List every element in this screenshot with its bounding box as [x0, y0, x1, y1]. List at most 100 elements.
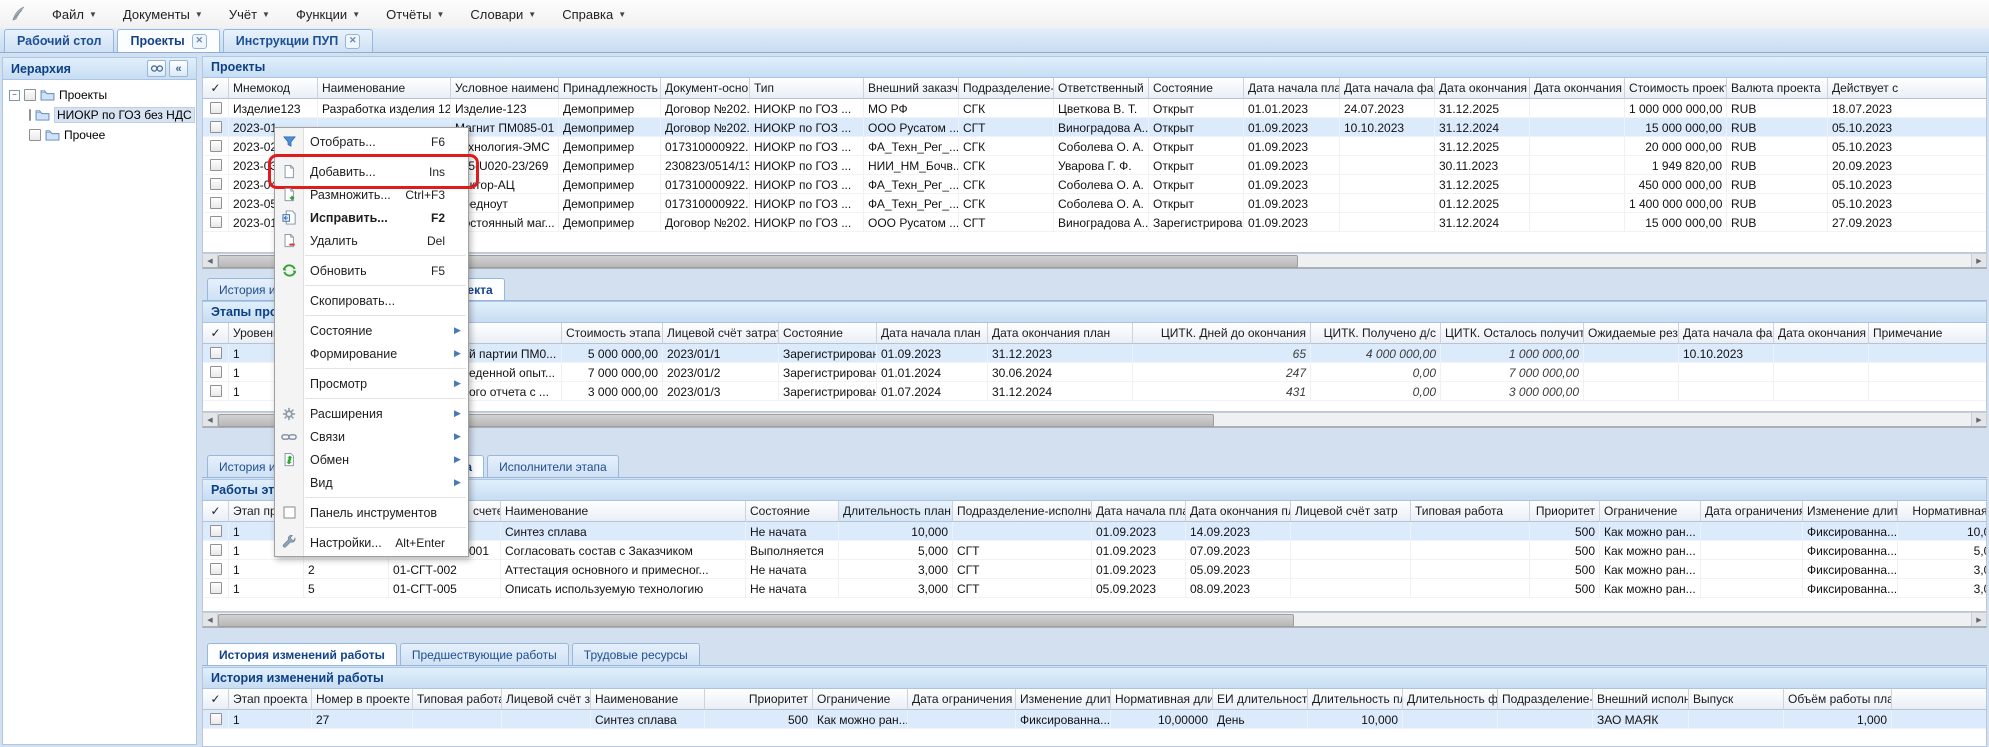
column-header[interactable]: Документ-основан	[661, 78, 750, 99]
stages-hscrollbar[interactable]: ◀ ▶	[202, 412, 1987, 428]
tab-исполнители-этапа[interactable]: Исполнители этапа	[487, 455, 619, 477]
column-header[interactable]: Длительность пла	[1308, 689, 1403, 710]
row-checkbox[interactable]	[209, 544, 222, 556]
column-header[interactable]: Лицевой счёт затр	[1291, 501, 1411, 522]
menu-item-просмотр[interactable]: Просмотр ▶	[275, 372, 468, 395]
column-header[interactable]: ЦИТК. Осталось получить д/с	[1441, 323, 1584, 344]
column-header[interactable]: Приоритет	[705, 689, 813, 710]
column-header[interactable]: Состояние	[779, 323, 877, 344]
column-header[interactable]: Принадлежность	[559, 78, 661, 99]
tab-предшествующие-работы[interactable]: Предшествующие работы	[399, 643, 569, 665]
column-header[interactable]: Состояние	[746, 501, 839, 522]
column-header[interactable]: Изменение длител	[1016, 689, 1111, 710]
table-row[interactable]: 1 27 Синтез сплава 500 Как можно ран... Фикси…	[203, 710, 1986, 729]
close-icon[interactable]: ✕	[191, 33, 207, 49]
tab-трудовые-ресурсы[interactable]: Трудовые ресурсы	[571, 643, 700, 665]
column-header[interactable]: Валюта проекта	[1727, 78, 1828, 99]
column-header[interactable]: Наименование	[501, 501, 746, 522]
column-header[interactable]: Подразделение-исполнитель..	[953, 501, 1092, 522]
column-header[interactable]: Стоимость проекта	[1625, 78, 1727, 99]
column-header[interactable]: Дата начала план.	[1092, 501, 1186, 522]
menu-item-размножить[interactable]: Размножить... Ctrl+F3	[275, 183, 468, 206]
column-header[interactable]: Дата окончания план	[988, 323, 1133, 344]
row-checkbox[interactable]	[209, 582, 222, 594]
menu-item-настройки[interactable]: Настройки... Alt+Enter	[275, 531, 468, 554]
menu-item-обмен[interactable]: Обмен ▶	[275, 448, 468, 471]
tab-проекты[interactable]: Проекты ✕	[117, 29, 220, 52]
table-row[interactable]: 1 еденной опыт... 7 000 000,00 2023/01/2 Зар…	[203, 363, 1986, 382]
scroll-right-icon[interactable]: ▶	[1971, 413, 1986, 426]
column-header[interactable]: ЕИ длительности	[1213, 689, 1308, 710]
menubar-item-отчёты[interactable]: Отчёты ▼	[386, 6, 445, 22]
row-checkbox[interactable]	[209, 197, 222, 209]
checkbox[interactable]	[29, 109, 31, 121]
column-header[interactable]: Дата окончания ф	[1530, 78, 1625, 99]
row-checkbox[interactable]	[209, 563, 222, 575]
search-icon[interactable]	[147, 60, 166, 77]
menu-item-удалить[interactable]: Удалить Del	[275, 229, 468, 252]
checkbox[interactable]	[24, 89, 36, 101]
column-header[interactable]: Дата начала факт.	[1340, 78, 1435, 99]
scroll-right-icon[interactable]: ▶	[1971, 613, 1986, 626]
scroll-thumb[interactable]	[218, 614, 1294, 627]
column-header[interactable]: ЦИТК. Дней до окончания	[1133, 323, 1311, 344]
row-checkbox[interactable]	[209, 178, 222, 190]
tab-история-изменений-работы[interactable]: История изменений работы	[207, 643, 397, 665]
works-hscrollbar[interactable]: ◀ ▶	[202, 612, 1987, 628]
menubar-item-учёт[interactable]: Учёт ▼	[228, 6, 270, 22]
column-header[interactable]: Внешний исполни	[1593, 689, 1689, 710]
table-row[interactable]: Изделие123 Разработка изделия 123 Изделие-…	[203, 99, 1986, 118]
column-header[interactable]: Дата ограничения	[1701, 501, 1803, 522]
table-row[interactable]: 1 Синтез сплава Не начата 10,000 01.09.2023 1…	[203, 522, 1986, 541]
column-header[interactable]: Стоимость этапа	[562, 323, 663, 344]
tree-item-ниокр-по-гоз-без-ндс[interactable]: НИОКР по ГОЗ без НДС	[5, 105, 195, 125]
table-row[interactable]: 2023-05 Дредноут Демопример 017310000922...…	[203, 194, 1986, 213]
column-header[interactable]: Дата начала план.	[1244, 78, 1340, 99]
menubar-item-справка[interactable]: Справка ▼	[562, 6, 627, 22]
column-header[interactable]: Объём работы пла	[1784, 689, 1892, 710]
select-all-column-header[interactable]: ✓	[203, 501, 229, 522]
scroll-left-icon[interactable]: ◀	[203, 413, 218, 426]
table-row[interactable]: 2023-03 905-U020-23/269 Демопример 230823/0…	[203, 156, 1986, 175]
table-row[interactable]: 1 5 01-СГТ-005 Описать используемую техноло…	[203, 579, 1986, 598]
menubar-item-словари[interactable]: Словари ▼	[470, 6, 537, 22]
menu-item-состояние[interactable]: Состояние ▶	[275, 319, 468, 342]
scroll-right-icon[interactable]: ▶	[1971, 254, 1986, 267]
scroll-left-icon[interactable]: ◀	[203, 613, 218, 626]
column-header[interactable]: Дата окончания план.	[1186, 501, 1291, 522]
select-all-column-header[interactable]: ✓	[203, 323, 229, 344]
menu-item-формирование[interactable]: Формирование ▶	[275, 342, 468, 365]
select-all-column-header[interactable]: ✓	[203, 689, 229, 710]
column-header[interactable]: Типовая работа	[1411, 501, 1530, 522]
column-header[interactable]: Нормативная длит	[1111, 689, 1213, 710]
column-header[interactable]: Приоритет	[1530, 501, 1600, 522]
column-header[interactable]: ЦИТК. Получено д/с	[1311, 323, 1441, 344]
column-header[interactable]: Дата начала план	[877, 323, 988, 344]
row-checkbox[interactable]	[209, 102, 222, 114]
column-header[interactable]: Дата начала факт	[1679, 323, 1774, 344]
menu-item-исправить[interactable]: Исправить... F2	[275, 206, 468, 229]
row-checkbox[interactable]	[209, 347, 222, 359]
column-header[interactable]: Типовая работа	[413, 689, 502, 710]
collapse-panel-icon[interactable]: «	[169, 60, 188, 77]
column-header[interactable]: Тип	[750, 78, 864, 99]
column-header[interactable]: Внешний заказчик	[864, 78, 959, 99]
checkbox[interactable]	[29, 129, 41, 141]
column-header[interactable]: Подразделение-ис	[1498, 689, 1593, 710]
row-checkbox[interactable]	[209, 385, 222, 397]
menu-item-обновить[interactable]: Обновить F5	[275, 259, 468, 282]
menu-item-вид[interactable]: Вид ▶	[275, 471, 468, 494]
tree-item-проекты[interactable]: − Проекты	[5, 85, 194, 105]
row-checkbox[interactable]	[209, 140, 222, 152]
column-header[interactable]: Ограничение	[813, 689, 908, 710]
tab-инструкции-пуп[interactable]: Инструкции ПУП ✕	[222, 29, 374, 52]
column-header[interactable]: Подразделение-от	[959, 78, 1054, 99]
table-row[interactable]: 1 ого отчета с ... 3 000 000,00 2023/01/3 За…	[203, 382, 1986, 401]
row-checkbox[interactable]	[209, 216, 222, 228]
column-header[interactable]: Номер в проекте	[312, 689, 413, 710]
column-header[interactable]: Нормативная длит	[1898, 501, 1986, 522]
column-header[interactable]: Условное наименова	[451, 78, 559, 99]
menu-item-панель-инструментов[interactable]: Панель инструментов	[275, 501, 468, 524]
tree-expander-icon[interactable]: −	[9, 89, 20, 101]
